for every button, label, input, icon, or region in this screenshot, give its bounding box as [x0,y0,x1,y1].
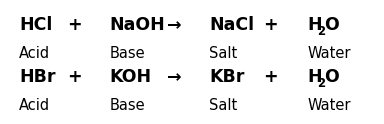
Text: H: H [307,16,322,34]
Text: +: + [263,68,278,86]
Text: Acid: Acid [19,98,50,113]
Text: KOH: KOH [109,68,152,86]
Text: Base: Base [109,98,145,113]
Text: O: O [324,68,338,86]
Text: +: + [263,16,278,34]
Text: +: + [67,68,82,86]
Text: Acid: Acid [19,46,50,61]
Text: Water: Water [307,98,351,113]
Text: H: H [307,68,322,86]
Text: NaCl: NaCl [209,16,255,34]
Text: Salt: Salt [209,98,238,113]
Text: Base: Base [109,46,145,61]
Text: →: → [167,68,182,86]
Text: +: + [67,16,82,34]
Text: 2: 2 [317,25,325,38]
Text: Salt: Salt [209,46,238,61]
Text: KBr: KBr [209,68,245,86]
Text: 2: 2 [317,77,325,90]
Text: Water: Water [307,46,351,61]
Text: NaOH: NaOH [109,16,165,34]
Text: →: → [167,16,182,34]
Text: HBr: HBr [19,68,56,86]
Text: O: O [324,16,338,34]
Text: HCl: HCl [19,16,53,34]
